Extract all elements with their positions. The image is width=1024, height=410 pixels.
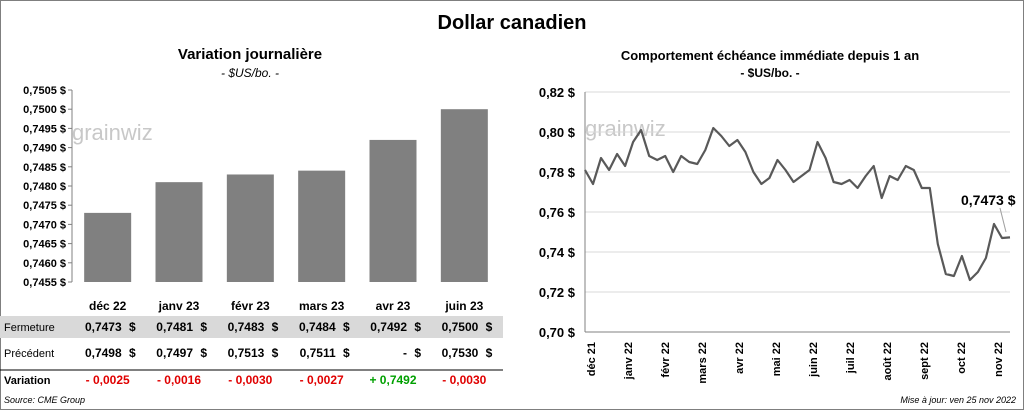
variation-value: - 0,0030 xyxy=(228,373,272,387)
line-x-tick-label: août 22 xyxy=(882,342,894,381)
table-cell-value: 0,7473 xyxy=(85,320,122,334)
line-x-tick-label: juil 22 xyxy=(845,342,857,374)
bar-category-label: juin 23 xyxy=(444,299,483,313)
table-cell-value: 0,7513 xyxy=(228,346,265,360)
bar xyxy=(440,109,488,282)
bar-y-tick-label: 0,7475 $ xyxy=(23,200,66,212)
source-note: Source: CME Group xyxy=(4,395,86,405)
bar-chart-subtitle: - $US/bo. - xyxy=(220,66,280,80)
variation-value: + 0,7492 xyxy=(369,373,416,387)
bar-y-tick-label: 0,7470 $ xyxy=(23,219,66,231)
bar-y-tick-label: 0,7480 $ xyxy=(23,181,66,193)
watermark-left: grainwiz xyxy=(72,120,153,145)
table-cell-currency: $ xyxy=(200,346,207,360)
main-title: Dollar canadien xyxy=(437,12,587,34)
table-cell-currency: $ xyxy=(486,346,493,360)
table-cell-currency: $ xyxy=(414,346,421,360)
table-cell-value: 0,7481 xyxy=(156,320,193,334)
line-x-tick-label: avr 22 xyxy=(734,342,746,374)
line-x-tick-label: mai 22 xyxy=(771,342,783,376)
table-cell-value: 0,7530 xyxy=(442,346,479,360)
bar-chart-title: Variation journalière xyxy=(177,46,323,63)
bar-category-label: janv 23 xyxy=(158,299,200,313)
table-cell-value: 0,7484 xyxy=(299,320,336,334)
series-line xyxy=(584,126,1011,282)
line-x-tick-label: juin 22 xyxy=(808,342,820,378)
table-cell-currency: $ xyxy=(129,320,136,334)
line-y-tick-label: 0,74 $ xyxy=(539,245,576,260)
line-x-tick-label: févr 22 xyxy=(660,342,672,377)
variation-value: - 0,0025 xyxy=(86,373,130,387)
table-cell-value: 0,7483 xyxy=(228,320,265,334)
table-cell-currency: $ xyxy=(414,320,421,334)
line-x-tick-label: mars 22 xyxy=(697,342,709,384)
table-cell-currency: $ xyxy=(272,346,279,360)
line-y-tick-label: 0,70 $ xyxy=(539,325,576,340)
table-cell-currency: $ xyxy=(486,320,493,334)
table-cell-value: 0,7497 xyxy=(156,346,193,360)
bar-y-tick-label: 0,7490 $ xyxy=(23,143,66,155)
bar-category-label: mars 23 xyxy=(299,299,345,313)
variation-value: - 0,0027 xyxy=(300,373,344,387)
table-row-label: Précédent xyxy=(4,348,54,360)
table-row-shading xyxy=(0,316,503,338)
line-y-tick-label: 0,76 $ xyxy=(539,205,576,220)
table-cell-value: 0,7492 xyxy=(370,320,407,334)
bar xyxy=(155,182,203,282)
line-x-tick-label: janv 22 xyxy=(623,342,635,380)
table-cell-currency: $ xyxy=(200,320,207,334)
table-cell-currency: $ xyxy=(129,346,136,360)
bar xyxy=(298,170,346,282)
line-x-tick-label: nov 22 xyxy=(993,342,1005,377)
bar-category-label: déc 22 xyxy=(89,299,127,313)
line-y-tick-label: 0,82 $ xyxy=(539,85,576,100)
variation-value: - 0,0016 xyxy=(157,373,201,387)
bar xyxy=(369,139,417,282)
table-cell-currency: $ xyxy=(272,320,279,334)
bar-y-tick-label: 0,7460 $ xyxy=(23,258,66,270)
bar-y-tick-label: 0,7465 $ xyxy=(23,239,66,251)
bar xyxy=(226,174,274,282)
table-cell-value: 0,7498 xyxy=(85,346,122,360)
table-cell-value: 0,7500 xyxy=(442,320,479,334)
line-chart-subtitle: - $US/bo. - xyxy=(740,66,800,80)
bar-y-tick-label: 0,7485 $ xyxy=(23,162,66,174)
bar xyxy=(84,212,132,282)
line-chart-title: Comportement échéance immédiate depuis 1… xyxy=(620,48,920,63)
line-y-tick-label: 0,80 $ xyxy=(539,125,576,140)
watermark-right: grainwiz xyxy=(585,116,666,141)
update-note: Mise à jour: ven 25 nov 2022 xyxy=(900,395,1016,405)
last-value-label: 0,7473 $ xyxy=(961,192,1016,208)
line-x-tick-label: sept 22 xyxy=(919,342,931,380)
bar-y-tick-label: 0,7505 $ xyxy=(23,85,66,97)
bar-y-tick-label: 0,7500 $ xyxy=(23,104,66,116)
bar-category-label: févr 23 xyxy=(231,299,270,313)
table-cell-currency: $ xyxy=(343,346,350,360)
bar-category-label: avr 23 xyxy=(376,299,411,313)
table-cell-value: 0,7511 xyxy=(300,346,336,360)
line-x-tick-label: oct 22 xyxy=(956,342,968,374)
line-y-tick-label: 0,72 $ xyxy=(539,285,576,300)
last-value-leader xyxy=(999,207,1007,233)
table-row-label: Variation xyxy=(4,375,51,387)
line-y-tick-label: 0,78 $ xyxy=(539,165,576,180)
table-row-label: Fermeture xyxy=(4,322,55,334)
bar-y-tick-label: 0,7455 $ xyxy=(23,277,66,289)
table-cell-value: - xyxy=(403,346,407,360)
line-x-tick-label: déc 21 xyxy=(586,342,598,376)
bar-y-tick-label: 0,7495 $ xyxy=(23,123,66,135)
variation-value: - 0,0030 xyxy=(442,373,486,387)
table-cell-currency: $ xyxy=(343,320,350,334)
